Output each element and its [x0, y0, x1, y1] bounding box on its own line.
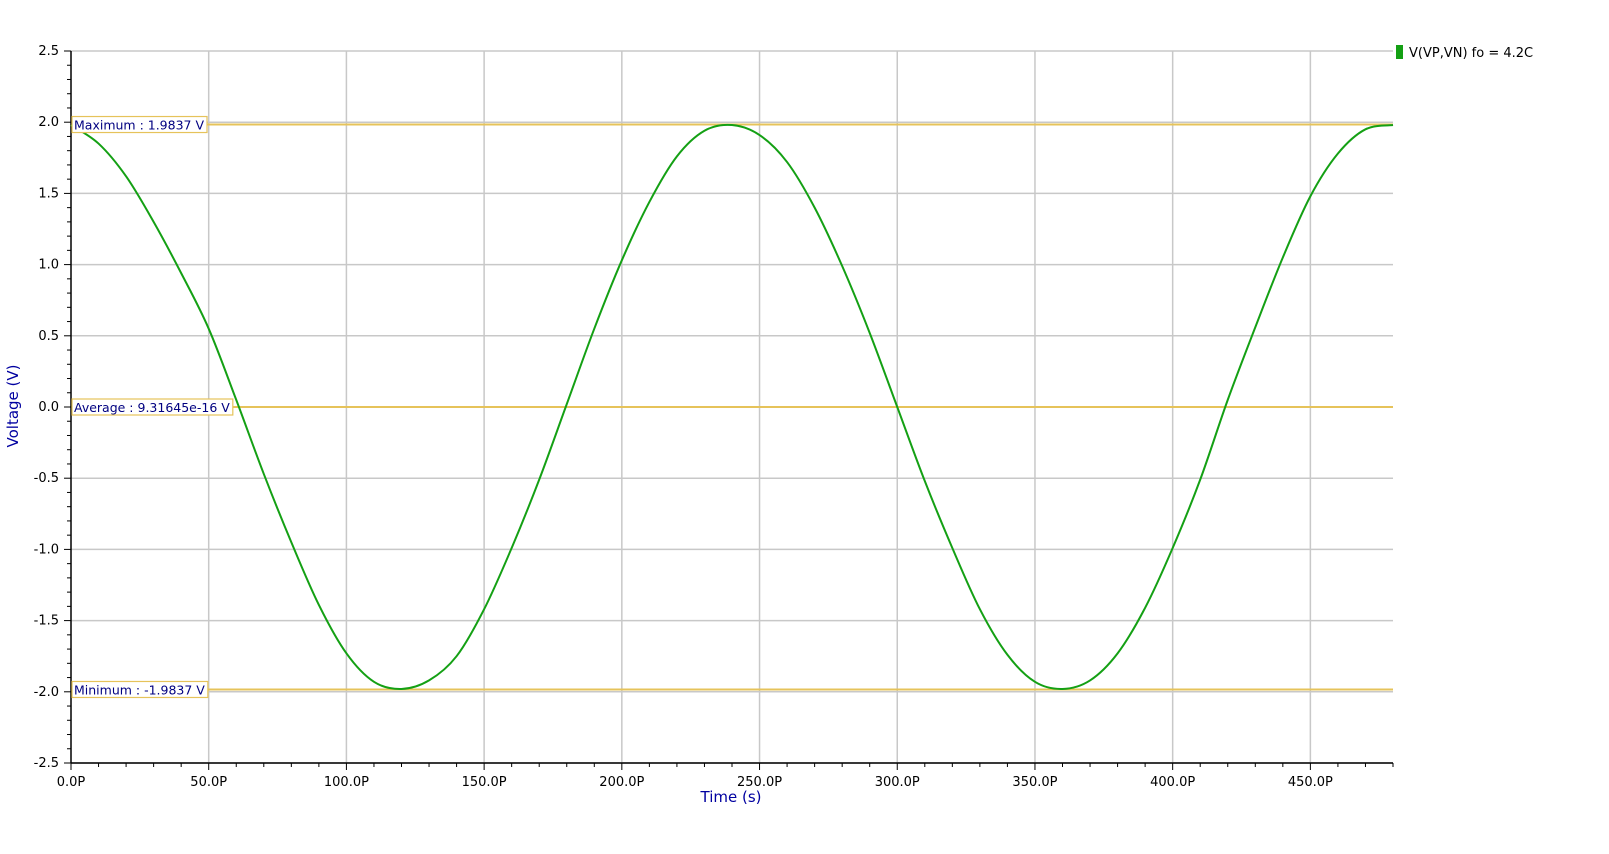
marker-label-frame [71, 398, 234, 416]
grid-lines [71, 50, 1393, 764]
x-tick-label: 300.0P [875, 775, 920, 790]
x-tick-label: 100.0P [324, 775, 369, 790]
y-tick-label: -1.5 [34, 614, 59, 629]
x-tick-label: 450.0P [1288, 775, 1333, 790]
legend-swatch [1396, 45, 1403, 59]
marker-label: Maximum : 1.9837 V [74, 118, 204, 133]
marker-label-frame [71, 680, 209, 699]
series-line [70, 123, 1394, 690]
legend: V(VP,VN) fo = 4.2C [1396, 45, 1533, 61]
marker-label-box: Average : 9.31645e-16 V [71, 398, 234, 416]
x-axis-label: Time (s) [700, 788, 762, 806]
y-tick-label: 0.0 [38, 400, 59, 415]
y-axis-ticks: 2.5 2.0 1.5 1.0 0.5 0.0 -0.5 -1.0 -1.5 -2.0 -2.5 [34, 44, 71, 771]
y-tick-label: 2.0 [38, 115, 59, 130]
x-tick-label: 0.0P [57, 775, 86, 790]
y-tick-label: -0.5 [34, 471, 59, 486]
marker-lines [71, 123, 1393, 691]
x-axis-ticks: 0.0P 50.0P 100.0P 150.0P 200.0P 250.0P 300.0P 3… [57, 763, 1394, 790]
y-tick-label: -2.0 [34, 685, 59, 700]
y-tick-label: -2.5 [34, 756, 59, 771]
marker-label-frame [71, 115, 208, 134]
marker-label-box: Maximum : 1.9837 V [71, 115, 208, 134]
y-axis-label: Voltage (V) [4, 365, 22, 448]
x-tick-label: 350.0P [1012, 775, 1057, 790]
y-tick-label: 1.5 [38, 186, 59, 201]
y-tick-label: 1.0 [38, 258, 59, 273]
series-layer [70, 123, 1394, 690]
x-tick-label: 150.0P [462, 775, 507, 790]
y-tick-label: 2.5 [38, 44, 59, 59]
y-tick-label: -1.0 [34, 542, 59, 557]
x-tick-label: 400.0P [1150, 775, 1195, 790]
x-tick-label: 50.0P [190, 775, 227, 790]
marker-label: Average : 9.31645e-16 V [74, 400, 230, 415]
marker-label: Minimum : -1.9837 V [74, 682, 205, 697]
marker-label-box: Minimum : -1.9837 V [71, 680, 209, 699]
y-tick-label: 0.5 [38, 329, 59, 344]
marker-labels: Maximum : 1.9837 V Average : 9.31645e-16 … [71, 115, 234, 699]
legend-entry: V(VP,VN) fo = 4.2C [1409, 46, 1533, 61]
x-tick-label: 250.0P [737, 775, 782, 790]
x-tick-label: 200.0P [599, 775, 644, 790]
